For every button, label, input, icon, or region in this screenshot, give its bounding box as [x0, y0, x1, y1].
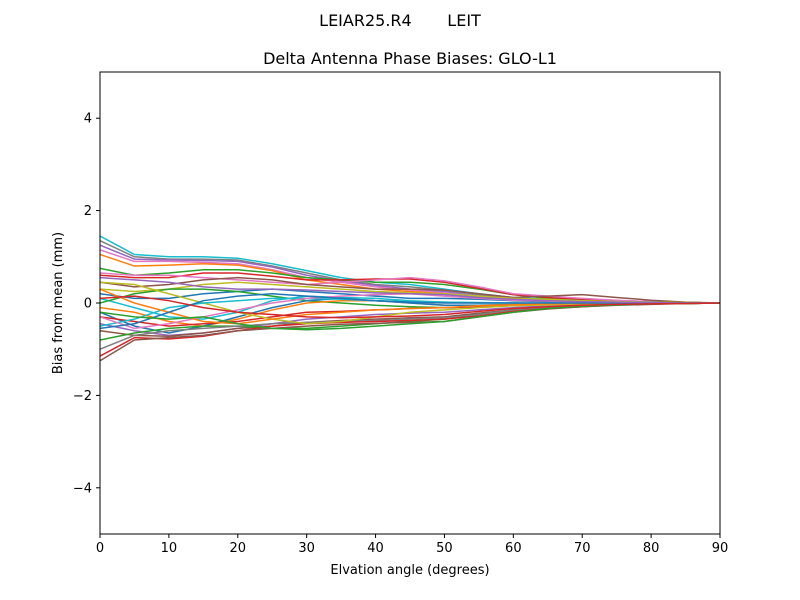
figure-suptitle: LEIAR25.R4 LEIT	[319, 11, 481, 30]
series-layer	[100, 235, 720, 362]
chart-title: Delta Antenna Phase Biases: GLO-L1	[263, 49, 557, 68]
x-tick-label: 30	[298, 541, 315, 556]
y-tick-label: 2	[84, 204, 92, 219]
series-line-28	[100, 276, 720, 304]
x-axis: 0 10 20 30 40 50 60 70 80 90	[96, 534, 728, 556]
x-tick-label: 10	[161, 541, 178, 556]
x-tick-label: 90	[712, 541, 729, 556]
x-axis-label: Elvation angle (degrees)	[330, 563, 489, 578]
series-line-9	[100, 276, 720, 304]
y-tick-label: 0	[84, 297, 92, 312]
x-tick-label: 60	[505, 541, 522, 556]
x-tick-label: 70	[574, 541, 591, 556]
plot-area	[99, 71, 721, 535]
y-tick-label: −2	[73, 389, 92, 404]
series-line-27	[100, 293, 720, 330]
y-axis-label: Bias from mean (mm)	[51, 232, 66, 374]
x-tick-label: 0	[96, 541, 104, 556]
x-tick-label: 20	[230, 541, 247, 556]
series-line-8	[100, 272, 720, 304]
series-line-30	[100, 295, 720, 319]
x-tick-label: 40	[367, 541, 384, 556]
x-tick-label: 50	[436, 541, 453, 556]
y-tick-label: 4	[84, 112, 92, 127]
y-tick-label: −4	[73, 481, 92, 496]
x-tick-label: 80	[643, 541, 660, 556]
y-axis: −4 −2 0 2 4	[73, 112, 100, 496]
